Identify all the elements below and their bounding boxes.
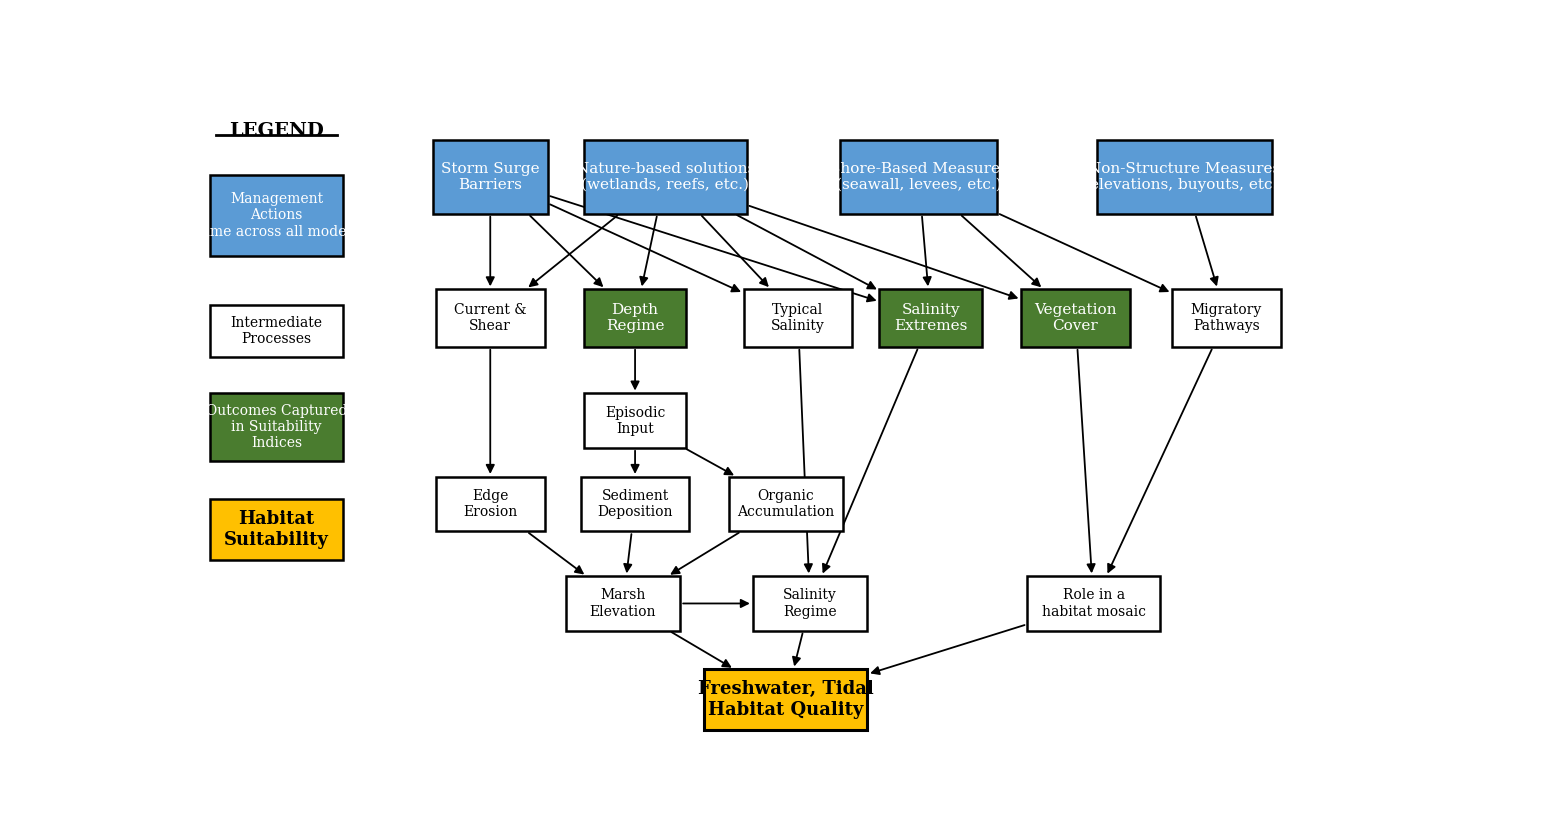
- Text: Freshwater, Tidal
Habitat Quality: Freshwater, Tidal Habitat Quality: [698, 681, 873, 719]
- FancyBboxPatch shape: [210, 305, 343, 357]
- FancyBboxPatch shape: [744, 289, 852, 347]
- Text: Typical
Salinity: Typical Salinity: [771, 303, 825, 333]
- Text: Outcomes Captured
in Suitability
Indices: Outcomes Captured in Suitability Indices: [206, 404, 347, 451]
- FancyBboxPatch shape: [584, 289, 687, 347]
- Text: Sediment
Deposition: Sediment Deposition: [598, 489, 673, 519]
- FancyBboxPatch shape: [433, 140, 548, 214]
- FancyBboxPatch shape: [581, 476, 690, 531]
- Text: Depth
Regime: Depth Regime: [606, 303, 665, 333]
- FancyBboxPatch shape: [210, 175, 343, 256]
- FancyBboxPatch shape: [584, 393, 687, 448]
- FancyBboxPatch shape: [729, 476, 844, 531]
- FancyBboxPatch shape: [1172, 289, 1280, 347]
- FancyBboxPatch shape: [1096, 140, 1272, 214]
- Text: Episodic
Input: Episodic Input: [604, 406, 665, 436]
- Text: LEGEND: LEGEND: [229, 122, 324, 141]
- Text: Nature-based solutions
(wetlands, reefs, etc.): Nature-based solutions (wetlands, reefs,…: [576, 162, 755, 192]
- FancyBboxPatch shape: [436, 289, 545, 347]
- FancyBboxPatch shape: [584, 140, 747, 214]
- FancyBboxPatch shape: [880, 289, 982, 347]
- Text: Organic
Accumulation: Organic Accumulation: [738, 489, 835, 519]
- Text: Salinity
Extremes: Salinity Extremes: [894, 303, 967, 333]
- Text: Storm Surge
Barriers: Storm Surge Barriers: [441, 162, 540, 192]
- Text: Intermediate
Processes: Intermediate Processes: [230, 316, 322, 346]
- Text: Management
Actions
( same across all models ): Management Actions ( same across all mod…: [182, 192, 371, 238]
- Text: Migratory
Pathways: Migratory Pathways: [1191, 303, 1263, 333]
- FancyBboxPatch shape: [752, 576, 867, 631]
- Text: Non-Structure Measures
(elevations, buyouts, etc.): Non-Structure Measures (elevations, buyo…: [1085, 162, 1283, 192]
- Text: Salinity
Regime: Salinity Regime: [783, 588, 838, 619]
- Text: Role in a
habitat mosaic: Role in a habitat mosaic: [1042, 588, 1146, 619]
- Text: Marsh
Elevation: Marsh Elevation: [590, 588, 655, 619]
- Text: Shore-Based Measures
(seawall, levees, etc.): Shore-Based Measures (seawall, levees, e…: [830, 162, 1007, 192]
- Text: Habitat
Suitability: Habitat Suitability: [224, 511, 329, 549]
- Text: Edge
Erosion: Edge Erosion: [462, 489, 517, 519]
- FancyBboxPatch shape: [1021, 289, 1130, 347]
- FancyBboxPatch shape: [565, 576, 680, 631]
- FancyBboxPatch shape: [841, 140, 996, 214]
- FancyBboxPatch shape: [436, 476, 545, 531]
- FancyBboxPatch shape: [1028, 576, 1160, 631]
- Text: Current &
Shear: Current & Shear: [455, 303, 526, 333]
- FancyBboxPatch shape: [704, 669, 867, 731]
- Text: Vegetation
Cover: Vegetation Cover: [1034, 303, 1116, 333]
- FancyBboxPatch shape: [210, 393, 343, 461]
- FancyBboxPatch shape: [210, 499, 343, 560]
